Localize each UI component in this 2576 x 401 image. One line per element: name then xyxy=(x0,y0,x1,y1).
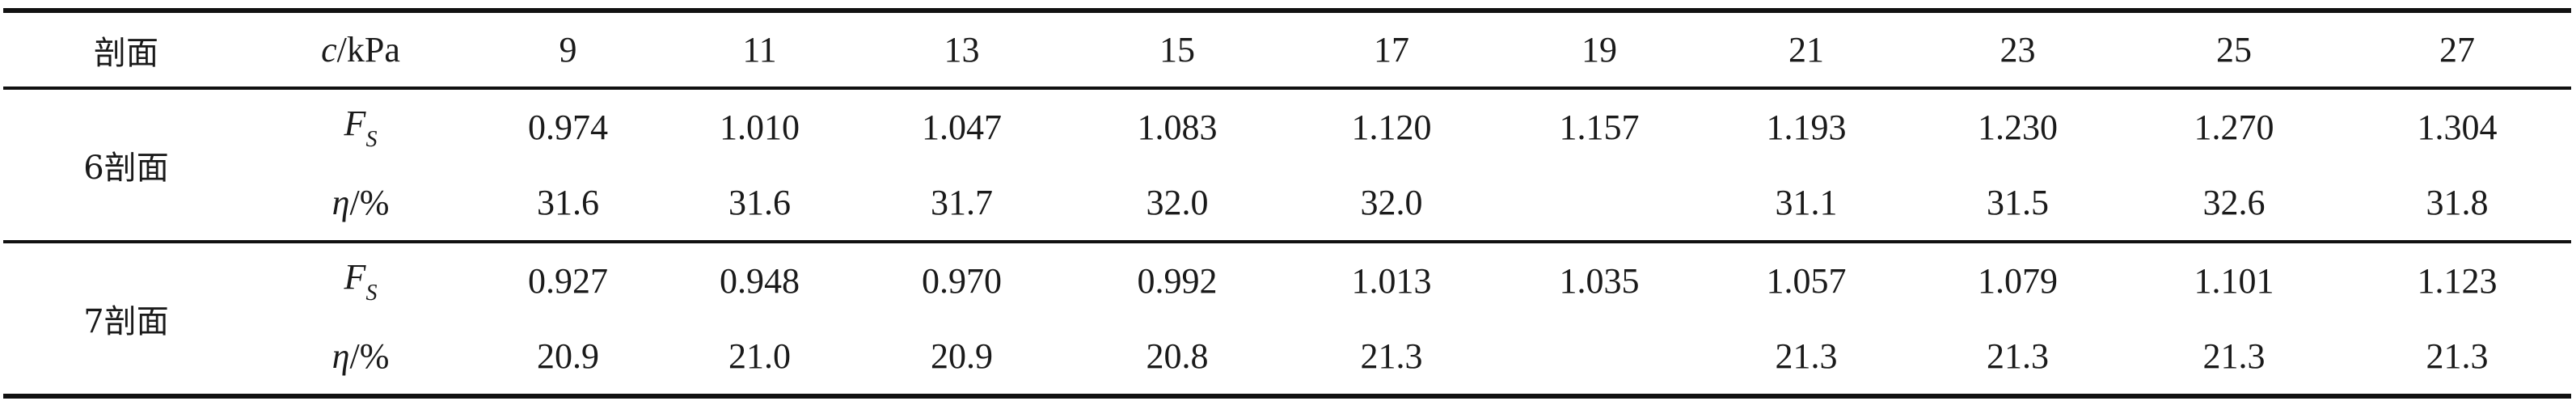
eta-value: 32.0 xyxy=(1146,183,1209,222)
c-value-header: 25 xyxy=(2125,8,2343,90)
c-value-header: 21 xyxy=(1702,8,1911,90)
data-table: 剖面 c/kPa 9 11 13 15 17 19 21 23 25 27 6剖面 FS 0.974 1… xyxy=(3,8,2571,399)
fs-value: 1.010 xyxy=(720,108,800,147)
c-value-header: 15 xyxy=(1068,8,1286,90)
eta-value xyxy=(1497,165,1702,242)
eta-value: 31.8 xyxy=(2426,183,2489,222)
eta-row: η/% 31.6 31.6 31.7 32.0 32.0 31.1 31.5 32.6 31.8 xyxy=(3,165,2571,242)
eta-value: 21.3 xyxy=(1286,319,1497,399)
fs-subscript: S xyxy=(365,126,378,152)
fs-symbol: F xyxy=(344,103,366,143)
eta-value: 31.6 xyxy=(728,183,791,222)
fs-label: FS xyxy=(249,240,472,319)
eta-value: 20.9 xyxy=(472,319,664,399)
c-unit: /kPa xyxy=(336,30,400,70)
eta-value: 21.3 xyxy=(2343,319,2571,399)
fs-value: 1.083 xyxy=(1137,108,1218,147)
c-value-header: 19 xyxy=(1497,8,1702,90)
eta-label: η/% xyxy=(249,165,472,242)
fs-symbol: F xyxy=(344,256,366,297)
fs-value: 1.035 xyxy=(1497,240,1702,319)
eta-value: 32.0 xyxy=(1360,183,1423,222)
eta-symbol: η xyxy=(332,183,350,222)
eta-symbol: η xyxy=(332,336,350,376)
eta-value: 31.7 xyxy=(931,183,993,222)
c-value-header: 13 xyxy=(855,8,1068,90)
fs-label: FS xyxy=(249,88,472,165)
eta-value: 31.5 xyxy=(1987,183,2049,222)
fs-value: 1.123 xyxy=(2343,240,2571,319)
fs-value: 1.304 xyxy=(2417,108,2498,147)
eta-unit: /% xyxy=(349,183,390,222)
eta-value: 21.3 xyxy=(1911,319,2125,399)
c-value-header: 9 xyxy=(472,8,664,90)
fs-value: 0.948 xyxy=(664,240,855,319)
section-label: 6剖面 xyxy=(83,150,169,187)
eta-label: η/% xyxy=(249,319,472,399)
fs-value: 1.230 xyxy=(1978,108,2058,147)
section-label: 7剖面 xyxy=(3,240,249,399)
fs-row: 7剖面 FS 0.927 0.948 0.970 0.992 1.013 1.035 1.057… xyxy=(3,240,2571,399)
fs-subscript: S xyxy=(365,280,378,306)
c-var: c xyxy=(321,30,337,70)
c-value-header: 27 xyxy=(2343,8,2571,90)
fs-value: 0.970 xyxy=(855,240,1068,319)
fs-value: 1.047 xyxy=(922,108,1002,147)
fs-value: 1.193 xyxy=(1766,108,1847,147)
fs-value: 1.101 xyxy=(2125,240,2343,319)
c-value-header: 11 xyxy=(664,8,855,90)
fs-value: 1.057 xyxy=(1702,240,1911,319)
fs-value: 1.157 xyxy=(1559,108,1640,147)
eta-value: 21.3 xyxy=(2125,319,2343,399)
fs-value: 1.270 xyxy=(2194,108,2274,147)
eta-value: 20.9 xyxy=(855,319,1068,399)
eta-value xyxy=(1497,319,1702,399)
fs-value: 1.120 xyxy=(1351,108,1432,147)
eta-value: 31.6 xyxy=(537,183,599,222)
eta-value: 21.3 xyxy=(1702,319,1911,399)
eta-unit: /% xyxy=(349,336,390,376)
fs-value: 0.992 xyxy=(1068,240,1286,319)
eta-value: 31.1 xyxy=(1775,183,1838,222)
c-value-header: 17 xyxy=(1286,8,1497,90)
section-header: 剖面 xyxy=(3,8,249,90)
fs-value: 1.079 xyxy=(1911,240,2125,319)
c-value-header: 23 xyxy=(1911,8,2125,90)
fs-value: 1.013 xyxy=(1286,240,1497,319)
eta-row: η/% 20.9 21.0 20.9 20.8 21.3 21.3 21.3 21.3 21.3 xyxy=(3,319,2571,399)
eta-value: 20.8 xyxy=(1068,319,1286,399)
fs-value: 0.927 xyxy=(472,240,664,319)
fs-value: 0.974 xyxy=(528,108,608,147)
header-row: 剖面 c/kPa 9 11 13 15 17 19 21 23 25 27 xyxy=(3,8,2571,90)
c-header: c/kPa xyxy=(249,8,472,90)
eta-value: 21.0 xyxy=(664,319,855,399)
eta-value: 32.6 xyxy=(2202,183,2266,222)
fs-row: 6剖面 FS 0.974 1.010 1.047 1.083 1.120 1.157 1.193… xyxy=(3,88,2571,188)
